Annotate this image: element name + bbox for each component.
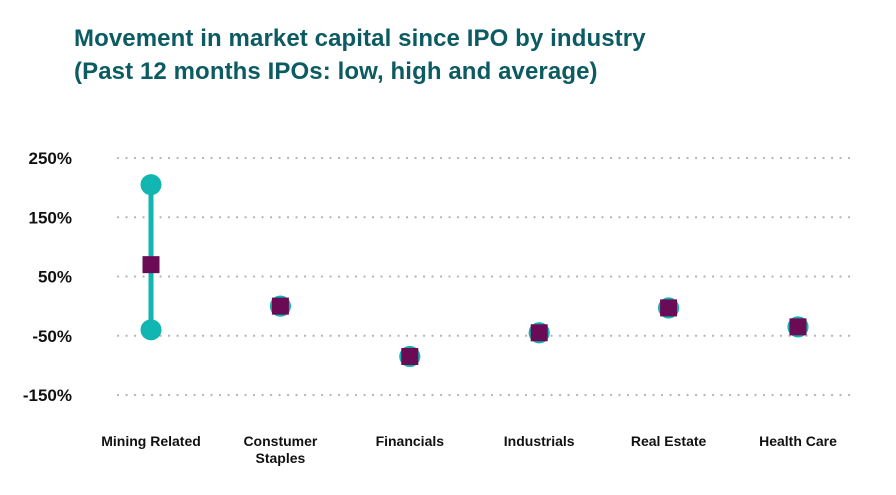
category-label-line: Constumer [243,433,317,449]
subtitle-line: (Past 12 months IPOs: low, high and aver… [74,58,598,85]
y-tick-label: -150% [23,386,72,405]
x-category-label: Real Estate [631,433,707,449]
category-label-line: Financials [376,433,445,449]
low-point [140,319,162,341]
category-label-line: Real Estate [631,433,707,449]
high-point [140,174,162,196]
average-marker [142,256,160,274]
average-marker [789,318,807,336]
category-label-line: Health Care [759,433,837,449]
title-line: Movement in market capital since IPO by … [74,25,646,52]
data-points [140,174,809,367]
chart-title: Movement in market capital since IPO by … [74,22,646,88]
x-category-label: Constumer Staples [243,433,317,466]
average-marker [660,299,678,317]
y-axis-ticks: 250% 150% 50% -50% -150% [23,149,72,405]
x-category-label: Financials [376,433,445,449]
average-marker [401,347,419,365]
average-marker [271,297,289,315]
y-tick-label: 250% [29,149,72,168]
y-tick-label: 150% [29,208,72,227]
category-label-line: Mining Related [101,433,201,449]
x-category-label: Mining Related [101,433,201,449]
gridlines [116,156,857,397]
x-axis-labels: Mining Related Constumer Staples Financials… [101,433,837,466]
category-label-line: Staples [255,450,305,466]
y-tick-label: 50% [38,268,72,287]
x-category-label: Industrials [504,433,575,449]
y-tick-label: -50% [32,327,72,346]
x-category-label: Health Care [759,433,837,449]
average-marker [530,324,548,342]
category-label-line: Industrials [504,433,575,449]
